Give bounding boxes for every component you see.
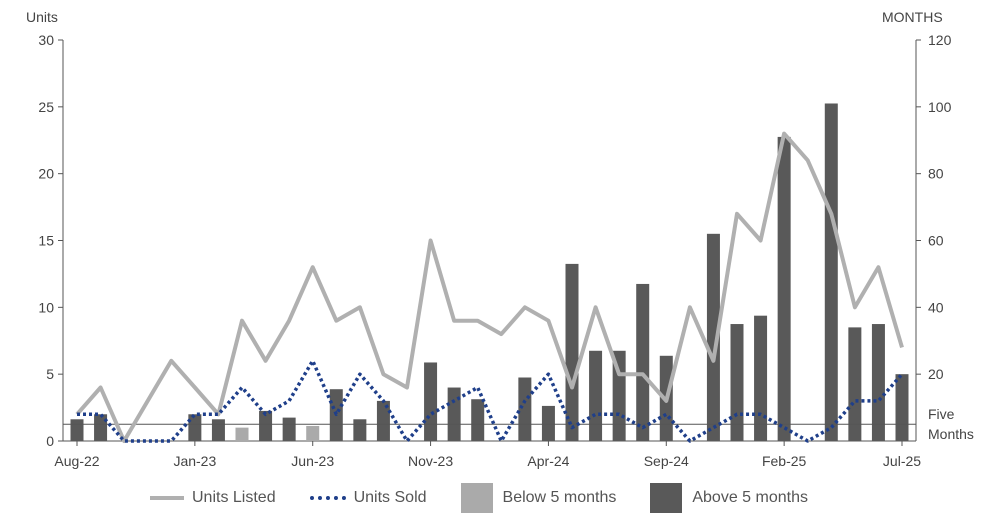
bar-above-5-months — [211, 419, 225, 441]
right-tick-label: 100 — [928, 99, 952, 115]
right-axis-title: MONTHS — [882, 9, 943, 25]
units-sold-swatch — [309, 496, 346, 500]
x-tick-label: Feb-25 — [762, 453, 807, 469]
bar-above-5-months — [424, 362, 438, 441]
left-tick-label: 20 — [38, 166, 54, 182]
bar-series — [70, 103, 909, 442]
bar-above-5-months — [895, 374, 909, 441]
bar-above-5-months — [259, 410, 273, 441]
bar-above-5-months — [471, 399, 485, 441]
bar-above-5-months — [70, 419, 84, 441]
bar-above-5-months — [282, 417, 296, 441]
units-listed-line — [75, 131, 904, 443]
legend-item-above-5-months: Above 5 months — [650, 483, 808, 513]
legend-label-units-sold: Units Sold — [353, 489, 427, 506]
left-axis-ticks: 0 5 10 15 20 25 30 — [38, 32, 63, 449]
legend: Units Listed Units Sold Below 5 months A… — [150, 483, 842, 513]
x-tick-label: Aug-22 — [54, 453, 99, 469]
bar-above-5-months — [518, 377, 532, 441]
bar-above-5-months — [706, 233, 720, 441]
x-tick-label: Sep-24 — [644, 453, 689, 469]
bar-above-5-months — [636, 283, 650, 441]
left-tick-label: 10 — [38, 299, 54, 315]
right-tick-label: 80 — [928, 166, 944, 182]
left-tick-label: 15 — [38, 233, 54, 249]
legend-item-units-listed: Units Listed — [150, 489, 276, 507]
five-months-label-line2: Months — [928, 426, 974, 442]
legend-item-below-5-months: Below 5 months — [460, 483, 617, 513]
bar-above-5-months — [376, 400, 390, 441]
x-tick-label: Jan-23 — [173, 453, 216, 469]
bar-above-5-months — [541, 405, 555, 441]
legend-label-units-listed: Units Listed — [192, 489, 276, 506]
bar-above-5-months — [777, 136, 791, 442]
below-5-months-swatch — [460, 483, 493, 513]
right-axis-ticks: 20 40 60 80 100 120 — [916, 32, 952, 382]
bar-below-5-months — [306, 425, 320, 441]
left-tick-label: 25 — [38, 99, 54, 115]
legend-label-above-5-months: Above 5 months — [692, 489, 808, 506]
line-series — [75, 131, 904, 443]
right-tick-label: 60 — [928, 233, 944, 249]
bar-above-5-months — [353, 419, 367, 441]
legend-label-below-5-months: Below 5 months — [502, 489, 617, 506]
x-tick-label: Nov-23 — [408, 453, 453, 469]
right-tick-label: 120 — [928, 32, 952, 48]
x-axis-ticks: Aug-22 Jan-23 Jun-23 Nov-23 Apr-24 Sep-24 Feb-… — [54, 441, 921, 469]
bar-above-5-months — [730, 324, 744, 441]
units-listed-swatch — [150, 496, 184, 500]
left-tick-label: 30 — [38, 32, 54, 48]
bar-above-5-months — [754, 315, 768, 441]
bar-above-5-months — [848, 327, 862, 441]
left-tick-label: 5 — [46, 366, 54, 382]
x-tick-label: Jun-23 — [291, 453, 334, 469]
bar-above-5-months — [447, 387, 461, 441]
bar-above-5-months — [188, 414, 202, 441]
bar-above-5-months — [94, 414, 108, 441]
bar-above-5-months — [589, 350, 603, 441]
bar-below-5-months — [235, 427, 249, 441]
x-tick-label: Apr-24 — [527, 453, 569, 469]
right-tick-label: 40 — [928, 299, 944, 315]
bar-above-5-months — [565, 263, 579, 441]
legend-item-units-sold: Units Sold — [309, 489, 427, 507]
bar-above-5-months — [871, 324, 885, 441]
five-months-label-line1: Five — [928, 406, 955, 422]
units-sold-line — [77, 359, 904, 443]
x-tick-label: Jul-25 — [883, 453, 921, 469]
bar-above-5-months — [824, 103, 838, 441]
above-5-months-swatch — [650, 483, 683, 513]
left-axis-title: Units — [26, 9, 58, 25]
right-tick-label: 20 — [928, 366, 944, 382]
left-tick-label: 0 — [46, 433, 54, 449]
